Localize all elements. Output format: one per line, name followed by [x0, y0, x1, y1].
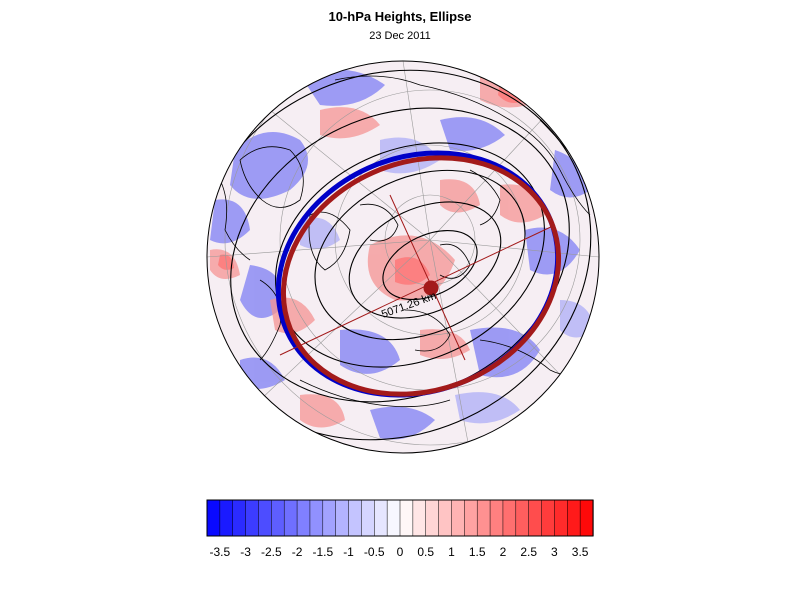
colorbar-tick-label: 3	[551, 545, 558, 559]
colorbar-box	[541, 499, 556, 537]
polar-map: 5071.26 km	[206, 60, 600, 454]
colorbar-box	[438, 499, 453, 537]
colorbar-box	[386, 499, 401, 537]
colorbar-box	[232, 499, 247, 537]
colorbar-box	[245, 499, 260, 537]
colorbar-box	[322, 499, 337, 537]
colorbar-box	[348, 499, 363, 537]
colorbar-tick-label: 0.5	[417, 545, 434, 559]
colorbar-box	[296, 499, 311, 537]
colorbar-tick-label: 2.5	[520, 545, 537, 559]
colorbar-tick-label: 0	[397, 545, 404, 559]
colorbar-tick-label: -0.5	[364, 545, 385, 559]
colorbar-box	[502, 499, 517, 537]
colorbar-tick-label: 1.5	[469, 545, 486, 559]
ellipse-center-marker	[423, 280, 439, 296]
colorbar-tick-labels: -3.5 -3 -2.5 -2 -1.5 -1 -0.5 0 0.5 1 1.5 2 2.5 3 3.5	[210, 545, 589, 559]
colorbar-box	[335, 499, 350, 537]
colorbar-boxes	[206, 499, 594, 537]
colorbar-box	[451, 499, 465, 537]
colorbar-tick-label: -1.5	[312, 545, 333, 559]
colorbar-box	[425, 499, 440, 537]
colorbar-tick-label: -2.5	[261, 545, 282, 559]
colorbar-box	[309, 499, 324, 537]
colorbar-box	[554, 499, 568, 537]
colorbar-box	[258, 499, 272, 537]
colorbar-box	[412, 499, 427, 537]
colorbar-box	[206, 499, 221, 537]
coastlines	[219, 75, 596, 408]
colorbar-tick-label: 2	[500, 545, 507, 559]
colorbar-box	[464, 499, 478, 537]
colorbar-box	[399, 499, 414, 537]
colorbar-box	[219, 499, 234, 537]
colorbar-box	[579, 499, 594, 537]
colorbar-box	[374, 499, 388, 537]
map-border	[206, 60, 600, 454]
vortex-ellipse-outline	[280, 155, 562, 397]
map-title: 10-hPa Heights, Ellipse	[328, 9, 472, 24]
colorbar-tick-label: 3.5	[572, 545, 589, 559]
colorbar-frame	[206, 499, 594, 537]
ellipse-major-axis	[279, 224, 556, 356]
map-subtitle: 23 Dec 2011	[369, 30, 431, 42]
colorbar-box	[489, 499, 504, 537]
colorbar-tick-label: -3	[240, 545, 251, 559]
colorbar-tick-label: -3.5	[210, 545, 231, 559]
colorbar-box	[515, 499, 530, 537]
colorbar-tick-label: -2	[292, 545, 303, 559]
colorbar-box	[361, 499, 375, 537]
colorbar-box	[476, 499, 491, 537]
colorbar-tick-label: 1	[448, 545, 455, 559]
colorbar-tick-label: -1	[343, 545, 354, 559]
colorbar-box	[528, 499, 543, 537]
colorbar-box	[567, 499, 581, 537]
colorbar-box	[271, 499, 285, 537]
colorbar-box	[283, 499, 298, 537]
ellipse-minor-axis	[389, 194, 466, 361]
